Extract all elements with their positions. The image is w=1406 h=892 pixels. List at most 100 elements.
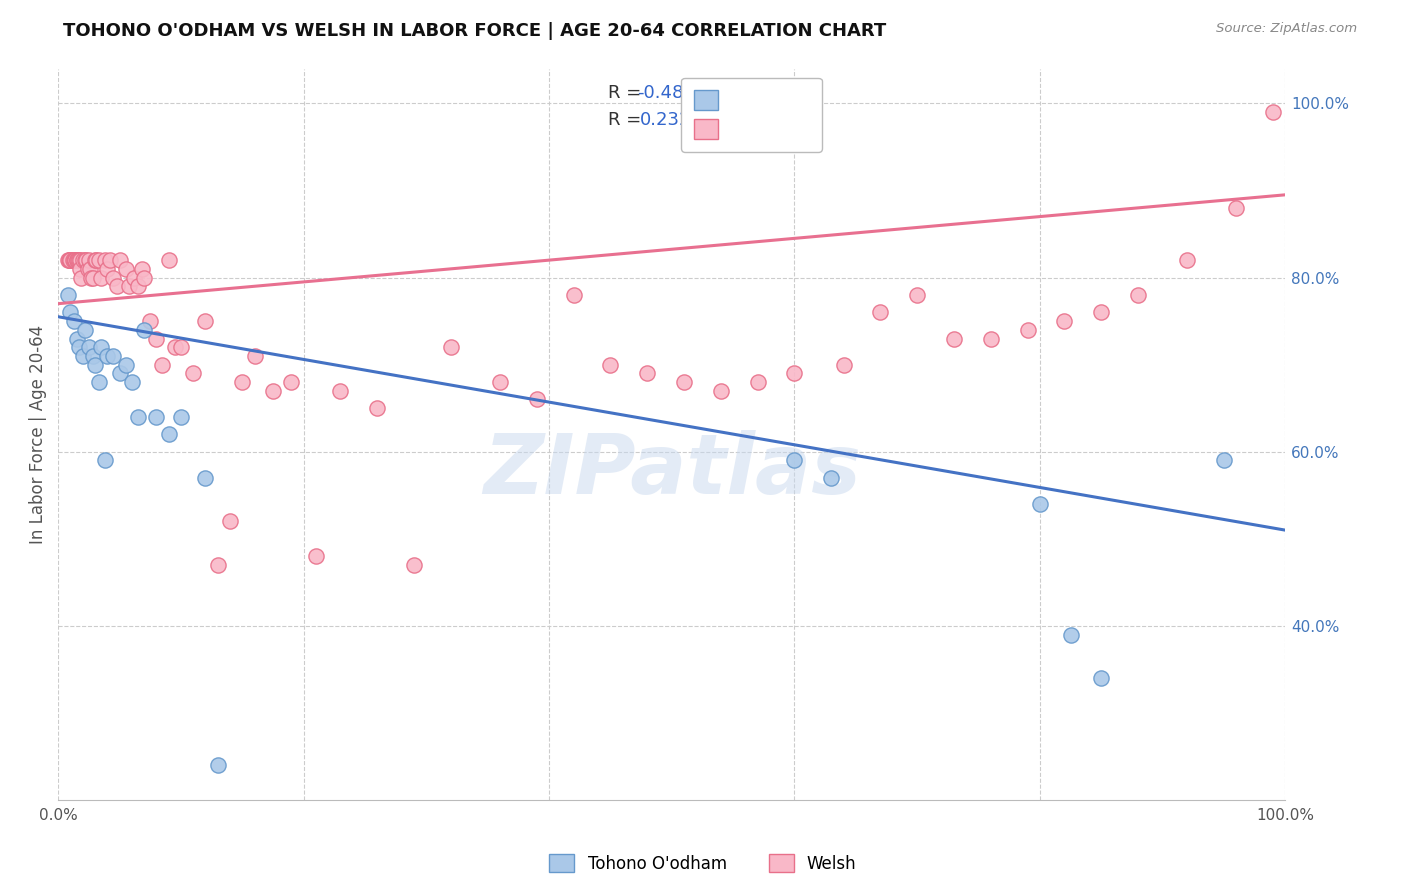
Point <box>69 261 91 276</box>
Point <box>77 340 100 354</box>
Point <box>96 261 118 276</box>
Point <box>65 253 87 268</box>
Point <box>1261 105 1284 120</box>
Point <box>1059 628 1081 642</box>
Point <box>118 279 141 293</box>
Point <box>980 332 1002 346</box>
Point <box>84 253 107 268</box>
Point <box>65 332 87 346</box>
Point <box>440 340 463 354</box>
Point <box>65 253 87 268</box>
Point <box>942 332 965 346</box>
Point <box>170 340 193 354</box>
Point <box>1053 314 1076 328</box>
Point <box>181 367 204 381</box>
Point <box>63 253 86 268</box>
Point <box>62 253 84 268</box>
Text: N =: N = <box>727 84 766 102</box>
Point <box>77 253 100 268</box>
Point <box>869 305 891 319</box>
Point <box>65 253 87 268</box>
Point <box>122 270 145 285</box>
Point <box>905 288 928 302</box>
Point <box>56 253 79 268</box>
Point <box>105 279 128 293</box>
Point <box>127 279 149 293</box>
Point <box>207 758 229 772</box>
Point <box>80 270 103 285</box>
Point <box>79 261 101 276</box>
Point <box>75 253 97 268</box>
Point <box>1090 305 1112 319</box>
Point <box>747 375 769 389</box>
Text: TOHONO O'ODHAM VS WELSH IN LABOR FORCE | AGE 20-64 CORRELATION CHART: TOHONO O'ODHAM VS WELSH IN LABOR FORCE |… <box>63 22 887 40</box>
Point <box>280 375 302 389</box>
Text: 80: 80 <box>758 111 783 128</box>
Point <box>783 453 806 467</box>
Point <box>194 471 217 485</box>
Point <box>87 375 110 389</box>
Point <box>76 261 98 276</box>
Point <box>121 375 143 389</box>
Point <box>243 349 266 363</box>
Text: R =: R = <box>607 111 652 128</box>
Point <box>82 270 104 285</box>
Point <box>59 253 82 268</box>
Point <box>1175 253 1198 268</box>
Point <box>98 253 121 268</box>
Point <box>157 427 180 442</box>
Point <box>84 253 107 268</box>
Text: 31: 31 <box>758 84 783 102</box>
Point <box>56 288 79 302</box>
Point <box>103 270 125 285</box>
Point <box>710 384 733 398</box>
Point <box>131 261 153 276</box>
Point <box>832 358 855 372</box>
Point <box>66 253 89 268</box>
Point <box>94 253 117 268</box>
Point <box>163 340 186 354</box>
Point <box>82 349 104 363</box>
Text: Source: ZipAtlas.com: Source: ZipAtlas.com <box>1216 22 1357 36</box>
Point <box>139 314 162 328</box>
Point <box>1017 323 1039 337</box>
Point <box>108 253 131 268</box>
Point <box>672 375 695 389</box>
Point <box>87 253 110 268</box>
Point <box>1212 453 1234 467</box>
Point <box>207 558 229 572</box>
Point <box>526 392 548 407</box>
Point <box>108 367 131 381</box>
Point <box>783 367 806 381</box>
Point <box>59 253 82 268</box>
Point <box>84 358 107 372</box>
Point <box>103 349 125 363</box>
Point <box>58 253 80 268</box>
Point <box>75 323 97 337</box>
Point <box>90 340 112 354</box>
Point <box>94 453 117 467</box>
Point <box>219 515 242 529</box>
Point <box>67 253 90 268</box>
Legend: Tohono O'odham, Welsh: Tohono O'odham, Welsh <box>543 847 863 880</box>
Point <box>69 253 91 268</box>
Point <box>489 375 512 389</box>
Point <box>305 549 328 564</box>
Point <box>599 358 621 372</box>
Text: ZIPatlas: ZIPatlas <box>482 431 860 511</box>
Point <box>152 358 174 372</box>
Point <box>96 349 118 363</box>
Text: N =: N = <box>727 111 766 128</box>
Point <box>157 253 180 268</box>
Point <box>145 409 167 424</box>
Point <box>72 349 94 363</box>
Point <box>329 384 352 398</box>
Point <box>820 471 842 485</box>
Point <box>72 253 94 268</box>
Point <box>59 305 82 319</box>
Point <box>1029 497 1052 511</box>
Point <box>59 253 82 268</box>
Point <box>127 409 149 424</box>
Point <box>67 340 90 354</box>
Point <box>170 409 193 424</box>
